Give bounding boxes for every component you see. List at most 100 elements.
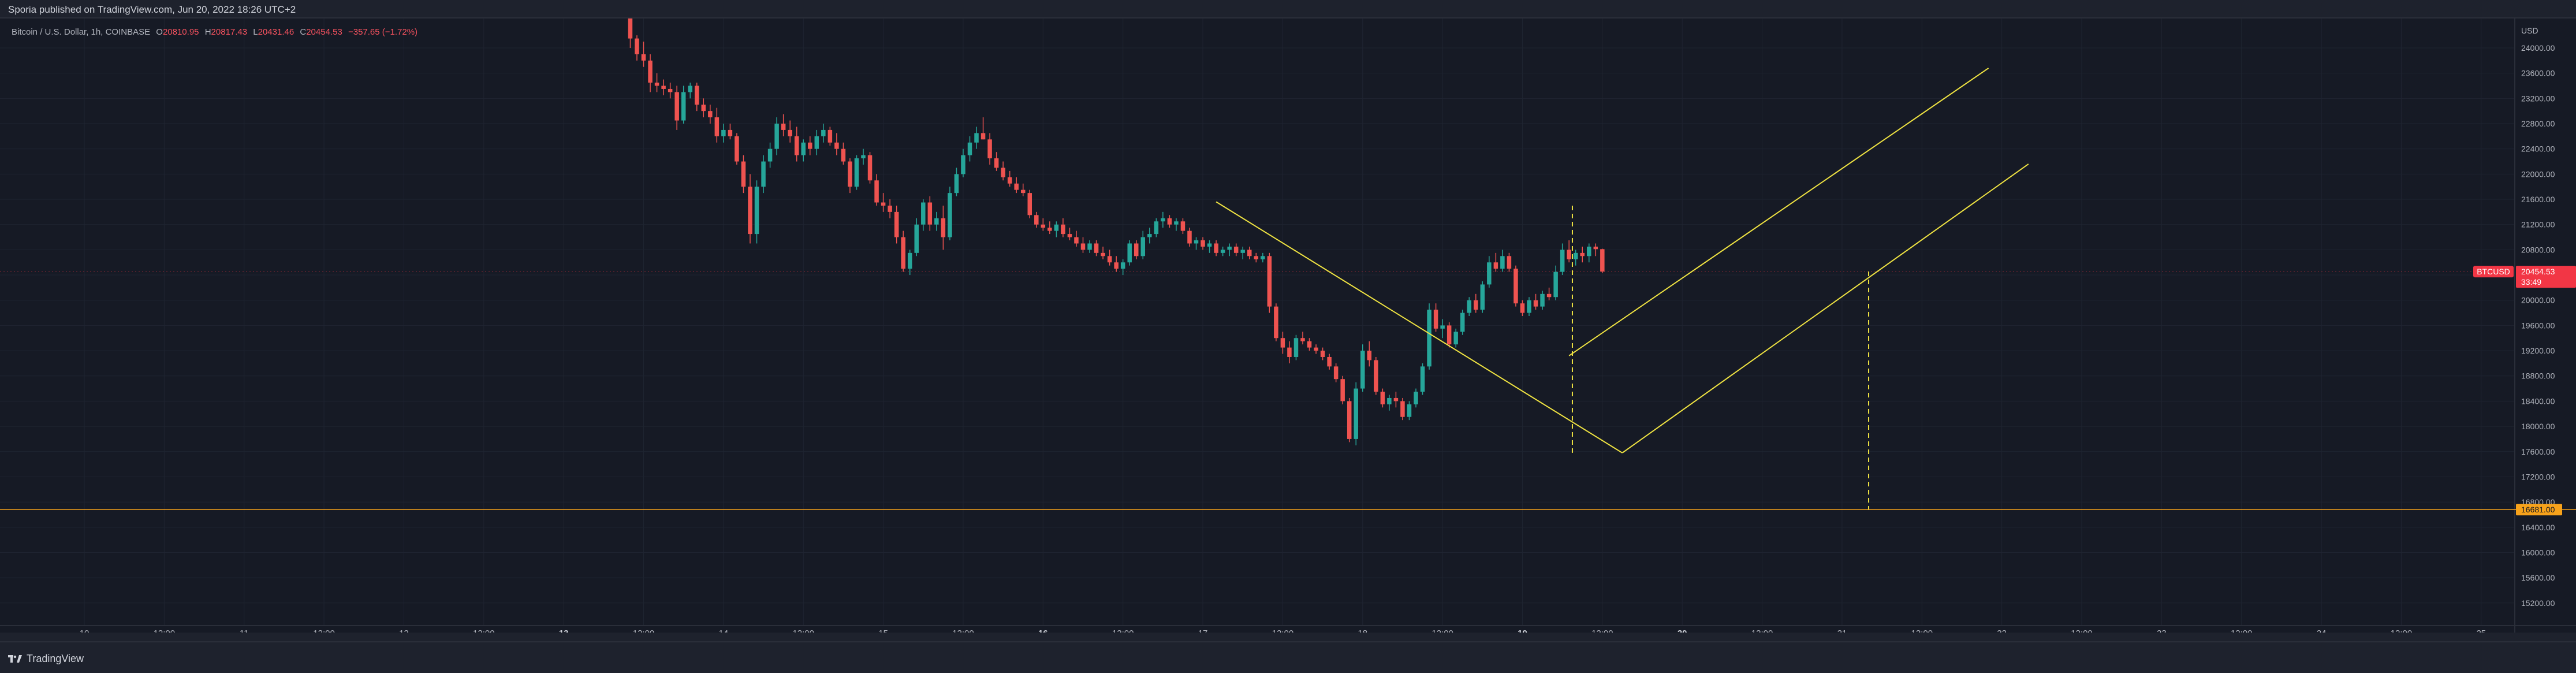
x-tick-label: 10	[80, 629, 90, 633]
candle-body	[1027, 193, 1032, 215]
candle-body	[654, 83, 659, 86]
candle-body	[987, 139, 992, 159]
candle-body	[941, 218, 946, 237]
candle-body	[1467, 300, 1471, 313]
candle-body	[1573, 252, 1578, 259]
candle-body	[1214, 243, 1218, 253]
candle-body	[788, 129, 792, 136]
candle-body	[914, 224, 919, 253]
x-tick-label: 12:00	[1751, 629, 1773, 633]
x-tick-label: 17	[1198, 629, 1208, 633]
x-tick-label: 12	[399, 629, 409, 633]
candle-body	[1180, 221, 1186, 231]
candle-body	[1314, 347, 1318, 351]
candle-body	[961, 155, 965, 174]
candle-body	[1267, 256, 1272, 307]
candle-body	[1460, 313, 1465, 332]
candle-body	[1533, 300, 1538, 307]
candle-body	[1427, 310, 1431, 367]
candle-body	[1293, 338, 1299, 357]
candle-body	[748, 187, 752, 235]
candle-body	[1014, 183, 1019, 190]
candle-body	[1287, 347, 1292, 357]
candle-body	[1500, 256, 1505, 269]
x-tick-label: 23	[2157, 629, 2167, 633]
candle-body	[735, 136, 739, 162]
close-value: 20454.53	[306, 27, 342, 37]
candle-body	[1054, 224, 1059, 231]
symbol-badge-label: BTCUSD	[2477, 267, 2510, 276]
y-tick-label: 22000.00	[2521, 169, 2555, 179]
y-tick-label: 23600.00	[2521, 69, 2555, 78]
candle-body	[1367, 351, 1372, 360]
candle-body	[688, 85, 692, 92]
candle-body	[1207, 243, 1212, 247]
candle-body	[874, 180, 879, 203]
candle-body	[1261, 256, 1265, 259]
candle-body	[648, 60, 653, 83]
candle-body	[841, 148, 846, 162]
published-info: Sporia published on TradingView.com, Jun…	[8, 4, 296, 15]
chart-svg[interactable]: USD 24000.00 23600.00 23200.00 22800.00 22400…	[0, 18, 2576, 633]
candle-body	[854, 158, 859, 187]
y-tick-label: 18400.00	[2521, 396, 2555, 406]
candle-body	[1101, 252, 1105, 256]
y-tick-label: 19200.00	[2521, 346, 2555, 355]
candle-body	[1420, 366, 1425, 392]
candle-body	[628, 18, 633, 39]
chart-pane[interactable]: USD 24000.00 23600.00 23200.00 22800.00 22400…	[0, 18, 2576, 633]
candle-body	[1393, 397, 1399, 401]
candle-body	[1300, 338, 1305, 341]
x-tick-label: 12:00	[2071, 629, 2093, 633]
candle-body	[1527, 300, 1531, 313]
candle-body	[1280, 338, 1285, 348]
candle-body	[1333, 366, 1339, 380]
y-tick-label: 17200.00	[2521, 472, 2555, 481]
y-tick-label: 18000.00	[2521, 422, 2555, 431]
ohlc-legend: Bitcoin / U.S. Dollar, 1h, COINBASE O208…	[12, 27, 417, 37]
candle-body	[881, 202, 886, 206]
candle-body	[1127, 243, 1132, 263]
candle-body	[721, 129, 726, 136]
candle-body	[741, 161, 746, 187]
candle-body	[754, 187, 759, 235]
tradingview-brand[interactable]: TradingView	[8, 653, 84, 665]
candle-body	[1587, 246, 1591, 256]
candle-body	[954, 174, 959, 194]
candle-body	[1453, 332, 1458, 345]
candle-body	[681, 92, 686, 121]
candle-body	[1034, 215, 1039, 225]
candle-body	[1107, 256, 1112, 263]
x-tick-label: 12:00	[633, 629, 655, 633]
candle-body	[981, 133, 986, 140]
x-tick-label: 12:00	[154, 629, 176, 633]
countdown-label: 33:49	[2521, 277, 2541, 287]
candle-body	[1567, 250, 1571, 259]
candle-body	[794, 136, 799, 155]
candle-body	[1560, 250, 1565, 272]
support-level-label: 16681.00	[2521, 505, 2555, 514]
x-tick-label: 22	[1997, 629, 2007, 633]
high-label: H	[204, 27, 211, 37]
tradingview-logo-icon	[8, 655, 22, 663]
y-tick-label: 16000.00	[2521, 548, 2555, 557]
high-value: 20817.43	[211, 27, 248, 37]
candle-body	[1254, 256, 1259, 259]
last-price-label: 20454.53	[2521, 267, 2555, 276]
open-label: O	[156, 27, 163, 37]
low-value: 20431.46	[258, 27, 294, 37]
candle-body	[974, 133, 979, 143]
candle-body	[1174, 221, 1179, 225]
candle-body	[1440, 325, 1445, 329]
y-tick-label: 19600.00	[2521, 321, 2555, 330]
candle-body	[1380, 392, 1385, 404]
candle-body	[1347, 401, 1352, 439]
x-tick-label: 18	[1358, 629, 1367, 633]
candle-body	[635, 38, 639, 54]
y-tick-label: 24000.00	[2521, 43, 2555, 53]
candle-body	[867, 155, 873, 181]
candle-body	[1020, 189, 1026, 194]
candle-body	[695, 85, 699, 105]
y-tick-label: 23200.00	[2521, 94, 2555, 103]
candle-body	[1374, 360, 1378, 392]
